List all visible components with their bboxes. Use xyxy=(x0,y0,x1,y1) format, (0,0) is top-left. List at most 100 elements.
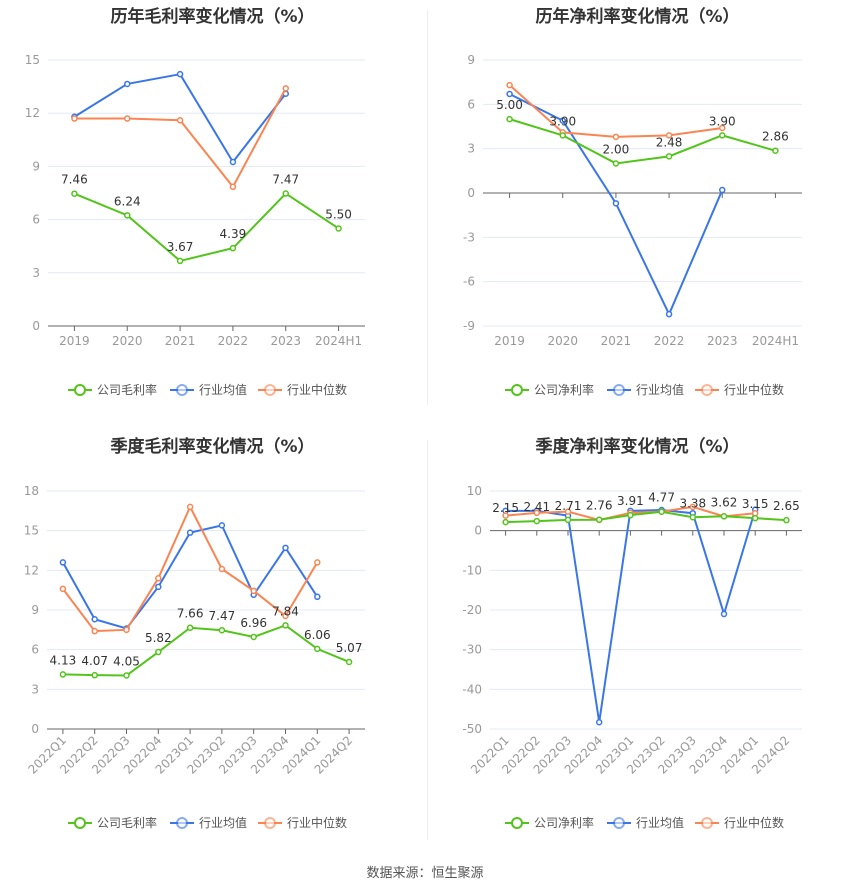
data-point xyxy=(689,514,697,521)
data-label: 2.15 xyxy=(492,501,519,515)
legend-label: 行业均值 xyxy=(199,815,247,830)
x-tick-label: 2024H1 xyxy=(752,334,799,348)
data-label: 4.39 xyxy=(220,227,247,241)
legend-marker-icon xyxy=(701,384,713,396)
data-point xyxy=(559,132,566,139)
data-point xyxy=(533,509,541,517)
chart-annual-gross-margin: 历年毛利率变化情况（%） 0 3 6 9 12 15 2019 2020 2021 2022 202… xyxy=(0,0,425,430)
y-tick-label: 0 xyxy=(31,722,39,736)
data-point xyxy=(59,671,67,678)
x-tick-label: 2021 xyxy=(165,334,196,348)
legend-label: 行业中位数 xyxy=(724,382,784,397)
legend-item[interactable]: 行业中位数 xyxy=(695,815,784,830)
y-tick-label: -10 xyxy=(462,563,482,577)
legend-marker-icon xyxy=(74,384,86,396)
data-label: 7.84 xyxy=(272,604,299,618)
data-point xyxy=(612,133,620,141)
legend-marker-icon xyxy=(511,817,523,829)
data-point xyxy=(71,115,78,122)
data-point xyxy=(250,587,257,595)
data-point xyxy=(506,81,513,89)
series-line-2 xyxy=(74,87,287,189)
chart-svg: -50-40-30-20-100102022Q12022Q22022Q32022… xyxy=(462,484,802,830)
data-point xyxy=(155,648,162,656)
data-point xyxy=(719,186,726,194)
y-tick-label: 6 xyxy=(467,97,475,111)
data-point xyxy=(282,622,289,629)
data-point xyxy=(783,516,790,524)
data-label: 2.86 xyxy=(762,130,789,144)
legend-item[interactable]: 行业均值 xyxy=(170,382,247,397)
data-label: 4.77 xyxy=(648,491,675,505)
y-tick-label: 6 xyxy=(31,643,39,657)
y-tick-label: 3 xyxy=(32,266,40,280)
legend-marker-icon xyxy=(264,817,276,829)
y-tick-label: -3 xyxy=(463,230,475,244)
y-tick-label: 9 xyxy=(32,159,40,173)
data-label: 7.47 xyxy=(209,609,236,623)
data-point xyxy=(155,575,162,582)
y-tick-label: -30 xyxy=(462,643,482,657)
y-tick-label: 15 xyxy=(24,524,39,538)
data-point xyxy=(59,559,67,566)
series-line-0 xyxy=(74,192,340,263)
x-tick-label: 2019 xyxy=(59,334,90,348)
data-label: 6.96 xyxy=(240,616,267,630)
legend-label: 行业均值 xyxy=(199,382,247,397)
data-label: 7.66 xyxy=(177,607,204,621)
chart-title: 历年净利率变化情况（%） xyxy=(535,7,740,27)
data-point xyxy=(502,518,509,526)
legend-item[interactable]: 行业均值 xyxy=(170,815,247,830)
data-point xyxy=(218,522,226,529)
legend-label: 行业均值 xyxy=(636,815,684,830)
data-label: 3.38 xyxy=(679,496,706,510)
data-point xyxy=(720,513,728,520)
chart-annual-net-margin: 历年净利率变化情况（%） -9 -6 -3 0 3 6 9 2019 2020 2021 2022 2… xyxy=(425,0,850,430)
data-point xyxy=(665,132,673,139)
data-label: 2.41 xyxy=(523,500,550,514)
legend-item[interactable]: 公司毛利率 xyxy=(68,382,157,397)
chart-svg: -9 -6 -3 0 3 6 9 2019 2020 2021 2022 2023 2024H1 5.00… xyxy=(463,53,802,397)
legend-label: 公司毛利率 xyxy=(97,815,157,830)
legend-marker-icon xyxy=(176,817,188,829)
legend-item[interactable]: 行业中位数 xyxy=(695,382,784,397)
data-label: 3.90 xyxy=(709,114,736,128)
data-point xyxy=(155,583,162,591)
y-tick-label: 18 xyxy=(24,484,39,498)
y-tick-label: 12 xyxy=(24,563,39,577)
data-point xyxy=(186,503,194,511)
legend-item[interactable]: 公司净利率 xyxy=(505,382,594,397)
chart-quarterly-net-margin: 季度净利率变化情况（%） -50 -40 -30 -20 -10 0 10 2022Q1 202… xyxy=(425,430,850,860)
data-point xyxy=(719,124,726,132)
legend-marker-icon xyxy=(511,384,523,396)
data-point xyxy=(123,626,130,634)
legend-item[interactable]: 行业中位数 xyxy=(258,382,347,397)
data-label: 5.50 xyxy=(325,207,352,221)
data-point xyxy=(186,529,194,536)
x-tick-label: 2023 xyxy=(270,334,301,348)
data-label: 2.65 xyxy=(773,499,800,513)
data-point xyxy=(559,117,566,124)
data-point xyxy=(229,158,237,166)
data-label: 3.67 xyxy=(167,240,194,254)
data-label: 4.05 xyxy=(113,654,140,668)
data-point xyxy=(282,85,289,92)
legend-item[interactable]: 公司毛利率 xyxy=(68,815,157,830)
legend-label: 公司净利率 xyxy=(534,815,594,830)
legend-label: 公司毛利率 xyxy=(97,382,157,397)
x-tick-label: 2019 xyxy=(494,334,525,348)
legend-item[interactable]: 行业均值 xyxy=(607,382,684,397)
data-label: 3.15 xyxy=(742,497,769,511)
data-point xyxy=(689,503,697,511)
chart-title: 季度净利率变化情况（%） xyxy=(535,437,740,457)
data-label: 3.62 xyxy=(711,495,738,509)
y-tick-label: -50 xyxy=(462,722,482,736)
legend-label: 行业中位数 xyxy=(287,382,347,397)
legend-item[interactable]: 行业中位数 xyxy=(258,815,347,830)
data-point xyxy=(176,257,184,265)
divider xyxy=(427,440,428,840)
data-point xyxy=(564,516,572,524)
legend-item[interactable]: 公司净利率 xyxy=(505,815,594,830)
legend-item[interactable]: 行业均值 xyxy=(607,815,684,830)
y-tick-label: -9 xyxy=(463,319,475,333)
